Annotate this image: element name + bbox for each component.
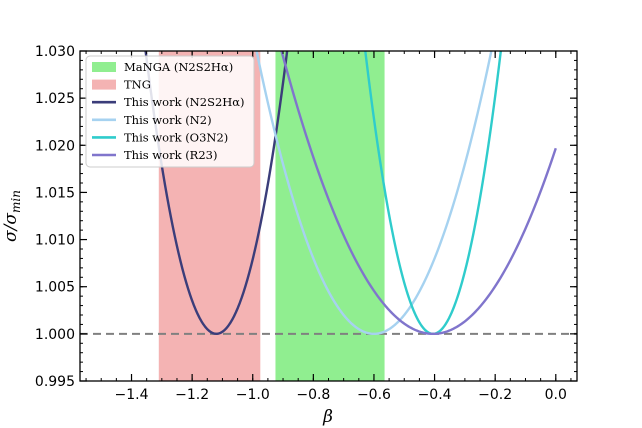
- legend-entry-tng-label: TNG: [124, 78, 151, 92]
- y-tick-label: 1.005: [35, 280, 75, 296]
- legend-entry-n2-label: This work (N2): [124, 113, 212, 127]
- legend: MaNGA (N2S2Hα) TNG This work (N2S2Hα) This …: [85, 55, 255, 168]
- y-tick-label: 1.000: [35, 327, 75, 343]
- curve-n2: [255, 51, 493, 336]
- x-tick-label: −0.4: [418, 387, 452, 403]
- y-axis-label-sub: min: [9, 190, 23, 213]
- x-tick-label: −1.0: [236, 387, 270, 403]
- x-tick-label: −1.2: [175, 387, 209, 403]
- x-axis-label: β: [322, 407, 333, 427]
- x-tick-label: −0.6: [357, 387, 391, 403]
- y-tick-label: 1.010: [35, 233, 75, 249]
- y-tick-label: 1.020: [35, 138, 75, 154]
- y-axis-label-main: σ/σ: [1, 213, 21, 242]
- legend-entry-o3n2-label: This work (O3N2): [124, 130, 228, 144]
- y-tick-label: 1.015: [35, 185, 75, 201]
- y-tick-label: 1.030: [35, 44, 75, 60]
- curve-o3n2: [364, 51, 503, 336]
- x-tick-label: 0.0: [545, 387, 567, 403]
- legend-entry-manga-swatch: [92, 62, 116, 72]
- legend-box: [85, 55, 255, 168]
- x-tick-label: −1.4: [115, 387, 149, 403]
- legend-entry-tng-swatch: [92, 79, 116, 90]
- y-axis-label: σ/σmin: [1, 190, 23, 242]
- band-manga: [275, 51, 385, 381]
- legend-entry-manga-label: MaNGA (N2S2Hα): [124, 60, 233, 74]
- legend-entry-n2s2ha-label: This work (N2S2Hα): [124, 95, 245, 109]
- x-tick-label: −0.2: [478, 387, 512, 403]
- x-axis-ticks: −1.4 −1.2 −1.0 −0.8 −0.6 −0.4 −0.2 0.0: [85, 51, 572, 403]
- y-axis-ticks: 0.995 1.000 1.005 1.010 1.015 1.020 1.025 1.030: [35, 44, 577, 390]
- y-tick-label: 1.025: [35, 91, 75, 107]
- y-tick-label: 0.995: [35, 374, 75, 390]
- x-tick-label: −0.8: [296, 387, 330, 403]
- legend-entry-r23-label: This work (R23): [124, 148, 217, 162]
- curve-r23: [280, 51, 557, 336]
